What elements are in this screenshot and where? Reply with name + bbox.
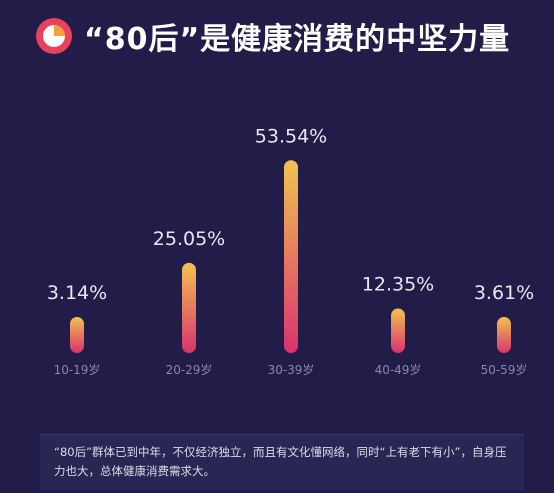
x-tick-label: 20-29岁 (166, 362, 213, 377)
value-label: 3.14% (47, 282, 107, 304)
pie-clock-logo-icon (36, 18, 72, 54)
bar-50-59岁 (497, 317, 511, 353)
x-tick-label: 40-49岁 (375, 362, 422, 377)
bar-20-29岁 (182, 262, 196, 353)
summary-note: “80后”群体已到中年，不仅经济独立，而且有文化懂网络，同时“上有老下有小”，自… (40, 434, 524, 490)
value-label: 25.05% (153, 228, 225, 250)
bar-10-19岁 (70, 317, 84, 353)
page-title: “80后”是健康消费的中坚力量 (84, 22, 511, 57)
value-label: 3.61% (474, 282, 534, 304)
x-tick-label: 10-19岁 (54, 362, 101, 377)
value-label: 53.54% (255, 125, 327, 147)
value-label: 12.35% (362, 274, 434, 296)
header: “80后”是健康消费的中坚力量 (34, 14, 510, 58)
bar-30-39岁 (284, 160, 298, 353)
x-tick-label: 30-39岁 (268, 362, 315, 377)
x-tick-label: 50-59岁 (481, 362, 528, 377)
bar-40-49岁 (391, 308, 405, 353)
bar-chart: 3.14% 10-19岁 25.05% 20-29岁 53.54% 30-39岁 12.35… (47, 125, 534, 377)
